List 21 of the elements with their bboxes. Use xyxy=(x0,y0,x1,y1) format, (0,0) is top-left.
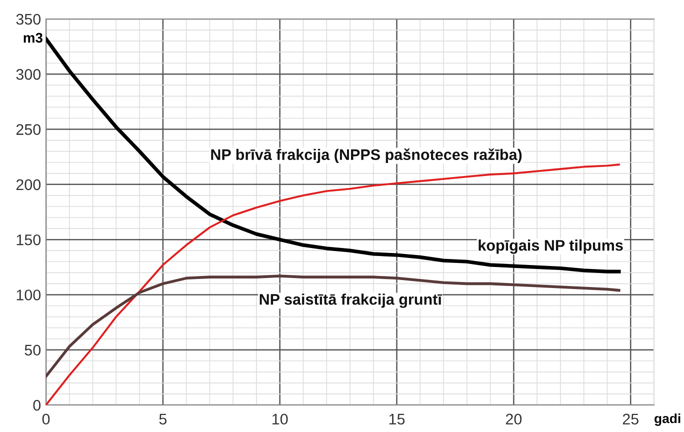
x-tick-label: 20 xyxy=(506,414,522,425)
y-tick-label: 0 xyxy=(33,400,41,411)
line-series xyxy=(46,37,621,274)
y-tick-label: 150 xyxy=(16,234,41,246)
series-label: kopīgais NP tilpums xyxy=(478,240,623,254)
y-tick-label: 250 xyxy=(16,124,41,135)
y-tick-label: 350 xyxy=(16,14,41,25)
y-tick-label: 200 xyxy=(16,179,41,190)
series-label: NP saistītā frakcija gruntī xyxy=(260,294,442,308)
y-tick-label: 50 xyxy=(24,344,41,356)
x-axis-title: gadi xyxy=(654,413,680,426)
x-tick-label: 0 xyxy=(42,414,50,425)
x-tick-label: 15 xyxy=(389,414,405,425)
x-tick-label: 25 xyxy=(622,414,638,425)
y-tick-label: 100 xyxy=(16,290,41,300)
y-tick-label: 300 xyxy=(16,69,41,80)
series-label: NP brīvā frakcija (NPPS pašnoteces ražība) xyxy=(211,148,522,164)
x-tick-label: 5 xyxy=(159,414,167,425)
y-axis-title: m3 xyxy=(24,32,42,43)
x-tick-label: 10 xyxy=(272,414,288,425)
line-series xyxy=(46,274,620,378)
